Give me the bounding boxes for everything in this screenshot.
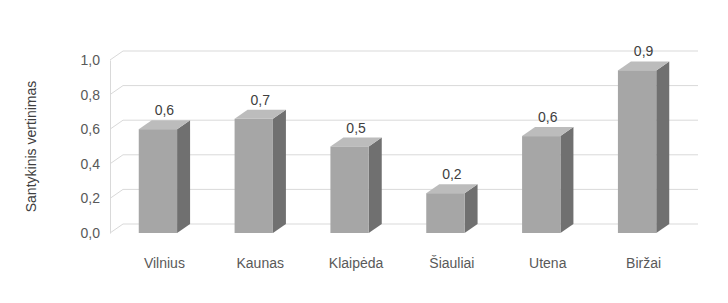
tick-label: 0,8 — [81, 87, 101, 103]
bar — [330, 147, 368, 234]
tick-label: Kaunas — [237, 255, 284, 271]
bar — [139, 129, 177, 233]
bar-side — [273, 110, 286, 233]
bar-group — [426, 184, 477, 233]
tick: 0,4 — [81, 156, 110, 172]
bar-top — [522, 127, 573, 136]
tick: 0,2 — [81, 190, 110, 206]
tick-label: Klaipėda — [329, 255, 384, 271]
bar — [522, 136, 560, 233]
bar-side — [369, 138, 382, 234]
tick-label: Utena — [529, 255, 567, 271]
tick: 0,8 — [81, 87, 110, 103]
y-axis: 0,0 0,2 0,4 0,6 0,8 1,0 — [81, 52, 111, 241]
bar-top — [139, 120, 190, 129]
bar-top — [426, 184, 477, 193]
grid-line — [110, 224, 698, 233]
grid — [110, 51, 698, 233]
grid-line — [110, 86, 698, 95]
tick-label: 1,0 — [81, 52, 101, 68]
tick-label: 0,6 — [81, 121, 101, 137]
data-label: 0,9 — [634, 43, 654, 59]
tick-label: 0,0 — [81, 225, 101, 241]
data-label: 0,2 — [442, 166, 462, 182]
data-label: 0,5 — [346, 120, 366, 136]
bar-group — [235, 110, 286, 233]
grid-line — [110, 120, 698, 129]
tick-label: 0,2 — [81, 190, 101, 206]
tick-label: 0,4 — [81, 156, 101, 172]
axis-title: Santykinis vertinimas — [23, 81, 39, 213]
bar-group — [618, 61, 669, 233]
bar — [426, 193, 464, 233]
bar-top — [618, 61, 669, 70]
tick: 1,0 — [81, 52, 110, 68]
data-label: 0,6 — [155, 102, 175, 118]
tick: 0,6 — [81, 121, 110, 137]
tick-label: Biržai — [626, 255, 661, 271]
bar-side — [177, 120, 190, 233]
axis-line — [110, 61, 111, 234]
tick-label: Vilnius — [144, 255, 185, 271]
bar-group — [522, 127, 573, 233]
data-labels: 0,6 0,7 0,5 0,2 0,6 0,9 — [155, 43, 654, 182]
grid-line — [110, 189, 698, 198]
bars — [139, 61, 670, 233]
bar — [618, 70, 656, 233]
bar-top — [330, 138, 381, 147]
bar-side — [560, 127, 573, 233]
tick: 0,0 — [81, 225, 110, 241]
grid-line — [110, 155, 698, 164]
data-label: 0,6 — [538, 109, 558, 125]
chart: 0,0 0,2 0,4 0,6 0,8 1,0 Santykinis vertinimas 0… — [0, 0, 728, 303]
bar-group — [139, 120, 190, 233]
tick-label: Šiauliai — [429, 255, 474, 271]
bar — [235, 119, 273, 233]
bar-top — [235, 110, 286, 119]
grid-line — [110, 51, 698, 60]
data-label: 0,7 — [251, 92, 271, 108]
bar-group — [330, 138, 381, 234]
bar-side — [656, 61, 669, 233]
x-axis: Vilnius Kaunas Klaipėda Šiauliai Utena Biržai — [144, 255, 661, 271]
